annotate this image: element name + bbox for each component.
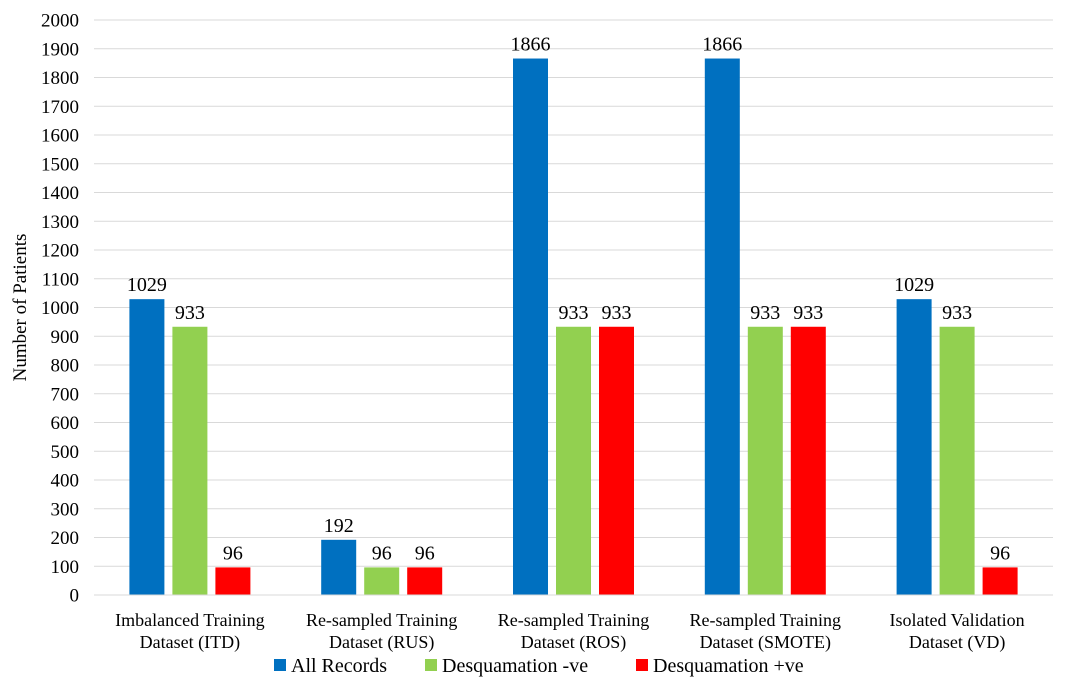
bar [939,326,975,595]
data-label: 96 [223,542,243,564]
y-tick-label: 300 [51,499,80,520]
y-tick-label: 1700 [41,97,79,118]
bar [215,567,251,595]
legend-label: All Records [291,655,387,677]
y-tick-label: 1400 [41,183,79,204]
x-category-label-line: Re-sampled Training [690,610,842,630]
legend-swatch [636,659,648,671]
x-category-label: Isolated Validation Dataset (VD) [890,610,1025,653]
y-tick-label: 1100 [42,269,79,290]
y-tick-label: 900 [51,327,80,348]
data-label: 933 [793,302,823,324]
data-label: 933 [175,302,205,324]
bar [172,326,208,595]
y-axis-ticks: 0 100 200 300 400 500 600 700 800 900 1000 1100 1200… [41,11,79,607]
bar [599,326,634,595]
legend-item[interactable]: Desquamation +ve [636,655,804,677]
y-tick-label: 500 [51,442,80,463]
bar [896,299,932,595]
data-labels: 1029 933 96 192 96 96 1866 933 933 1866 933 933 1029… [127,34,1010,565]
legend-swatch [274,659,286,671]
x-category-label-line: Isolated Validation [890,610,1025,630]
x-category-label-line: Dataset (SMOTE) [700,632,831,653]
y-tick-label: 2000 [41,11,79,32]
bar [364,567,400,595]
x-category-label-line: Dataset (RUS) [329,632,434,653]
data-label: 933 [750,302,780,324]
y-tick-label: 400 [51,471,80,492]
y-tick-label: 600 [51,413,80,434]
bar [513,58,548,595]
y-tick-label: 1200 [41,241,79,262]
x-category-label: Re-sampled Training Dataset (RUS) [306,610,458,653]
bar [321,539,357,595]
x-category-label: Re-sampled Training Dataset (ROS) [498,610,650,653]
bar [747,326,783,595]
gridlines [94,19,1053,567]
x-category-label-line: Dataset (ROS) [521,632,626,653]
y-tick-label: 1500 [41,154,79,175]
x-category-label: Imbalanced Training Dataset (ITD) [115,610,264,653]
y-tick-label: 1800 [41,68,79,89]
x-axis-categories: Imbalanced Training Dataset (ITD) Re-sampl… [115,610,1025,653]
bar [982,567,1018,595]
y-tick-label: 100 [51,557,80,578]
data-label: 96 [990,542,1010,564]
bar [790,326,826,595]
legend-item[interactable]: All Records [274,655,387,677]
x-category-label-line: Dataset (VD) [909,632,1005,653]
data-label: 96 [415,542,435,564]
data-label: 933 [942,302,972,324]
data-label: 96 [372,542,392,564]
x-category-label: Re-sampled Training Dataset (SMOTE) [690,610,842,653]
bar [704,58,740,595]
legend-label: Desquamation +ve [653,655,804,677]
bar [129,299,165,595]
x-category-label-line: Imbalanced Training [115,610,264,630]
data-label: 192 [324,515,354,537]
legend-label: Desquamation -ve [442,655,588,677]
y-tick-label: 0 [70,586,80,607]
x-category-label-line: Re-sampled Training [306,610,458,630]
legend-item[interactable]: Desquamation -ve [425,655,588,677]
data-label: 1866 [511,34,551,56]
y-tick-label: 200 [51,528,80,549]
y-tick-label: 1600 [41,126,79,147]
y-tick-label: 1900 [41,39,79,60]
data-label: 1029 [894,274,934,296]
data-label: 1866 [702,34,742,56]
legend-swatch [425,659,437,671]
data-label: 933 [559,302,589,324]
data-label: 933 [602,302,632,324]
y-tick-label: 1000 [41,298,79,319]
y-tick-label: 1300 [41,212,79,233]
y-tick-label: 700 [51,384,80,405]
bar [556,326,591,595]
bar [407,567,443,595]
bars [129,58,1018,595]
y-axis-title: Number of Patients [10,234,31,382]
y-tick-label: 800 [51,356,80,377]
x-category-label-line: Re-sampled Training [498,610,650,630]
legend[interactable]: All Records Desquamation -ve Desquamation … [274,655,804,677]
data-label: 1029 [127,274,167,296]
x-category-label-line: Dataset (ITD) [140,632,240,653]
